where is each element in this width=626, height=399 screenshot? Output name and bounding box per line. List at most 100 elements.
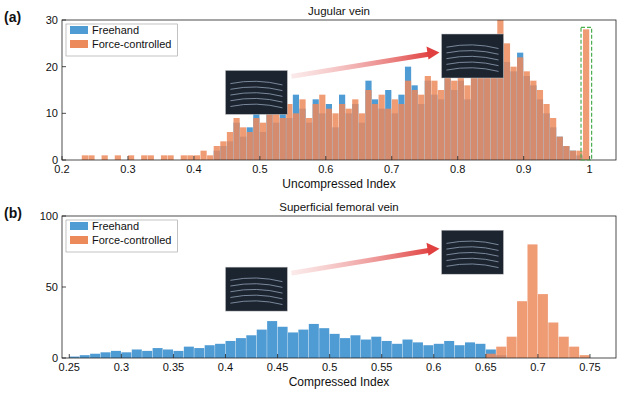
histogram-bar — [102, 155, 108, 160]
ultrasound-texture — [446, 68, 498, 72]
x-tick-label: 0.35 — [163, 361, 184, 373]
legend-swatch — [70, 236, 88, 244]
histogram-bar — [214, 146, 220, 160]
histogram-bar — [240, 127, 246, 160]
y-tick — [62, 66, 66, 67]
x-tick-label: 0.7 — [530, 361, 545, 373]
x-tick-label: 0.75 — [579, 361, 600, 373]
histogram-bar — [583, 29, 589, 160]
histogram-bar — [434, 344, 444, 358]
histogram-bar — [403, 340, 413, 358]
ultrasound-texture — [230, 98, 282, 102]
x-tick — [537, 354, 538, 358]
histogram-bar — [168, 155, 174, 160]
ultrasound-texture — [230, 93, 282, 97]
histogram-bar — [465, 342, 475, 358]
y-tick-label: 50 — [46, 281, 58, 293]
ultrasound-image — [225, 267, 287, 311]
histogram-bar — [253, 113, 259, 160]
histogram-bar — [288, 332, 298, 358]
arrow — [291, 54, 431, 77]
histogram-bar — [115, 155, 121, 160]
legend-label: Force-controlled — [92, 38, 171, 50]
histogram-bar — [423, 345, 433, 358]
x-axis-title: Compressed Index — [289, 375, 390, 389]
histogram-bar — [455, 345, 465, 358]
x-tick-label: 0.8 — [450, 163, 465, 175]
legend-label: Force-controlled — [92, 234, 171, 246]
x-tick-label: 0.5 — [252, 163, 267, 175]
x-tick — [433, 354, 434, 358]
x-tick — [69, 354, 70, 358]
histogram-bar — [543, 104, 549, 160]
x-axis-title: Uncompressed Index — [282, 177, 395, 191]
histogram-bar — [372, 104, 378, 160]
histogram-bar — [379, 95, 385, 160]
histogram-bar — [537, 90, 543, 160]
histogram-bar — [273, 109, 279, 160]
legend-swatch — [70, 40, 88, 48]
histogram-bar — [233, 118, 239, 160]
ultrasound-texture — [446, 56, 498, 60]
histogram-bar — [385, 109, 391, 160]
histogram-bar — [372, 99, 378, 160]
histogram-bar — [371, 337, 381, 358]
x-tick-label: 0.3 — [120, 163, 135, 175]
histogram-bar — [365, 81, 371, 160]
histogram-bar — [382, 341, 392, 358]
y-tick — [62, 287, 66, 288]
histogram-bar — [153, 348, 163, 358]
y-tick-label: 10 — [46, 107, 58, 119]
histogram-bar — [319, 95, 325, 160]
bars — [69, 244, 589, 358]
histogram-bar — [215, 344, 225, 358]
histogram-bar — [306, 118, 312, 160]
histogram-bar — [398, 95, 404, 160]
histogram-bar — [278, 327, 288, 358]
histogram-bar — [475, 344, 485, 358]
x-tick — [173, 354, 174, 358]
x-tick-label: 0.4 — [186, 163, 201, 175]
histogram-bar — [559, 337, 569, 358]
histogram-bar — [247, 127, 253, 160]
histogram-bar — [486, 354, 496, 358]
histogram-bar — [359, 113, 365, 160]
histogram-bar — [412, 90, 418, 160]
ultrasound-texture — [446, 247, 498, 251]
arrow-head — [426, 243, 439, 256]
ultrasound-texture — [446, 62, 498, 66]
histogram-bar — [181, 155, 187, 160]
decorations — [225, 230, 503, 311]
plot-background — [62, 216, 616, 358]
x-tick — [259, 156, 260, 160]
histogram-bar — [557, 137, 563, 160]
histogram-bar — [517, 53, 523, 160]
panel-title: Superficial femoral vein — [279, 201, 399, 213]
histogram-bar — [128, 155, 134, 160]
histogram-bar — [340, 338, 350, 358]
histogram-bar — [451, 81, 457, 160]
histogram-bar — [280, 118, 286, 160]
y-tick-label: 20 — [46, 61, 58, 73]
histogram-bar — [570, 151, 576, 160]
panel-letter: (a) — [4, 9, 21, 25]
y-tick-label: 100 — [40, 210, 58, 222]
panel: 0.250.30.350.40.450.50.550.60.650.70.750… — [4, 201, 616, 389]
histogram-bar — [507, 337, 517, 358]
histogram-bar — [527, 244, 537, 358]
histogram-bar — [504, 43, 510, 160]
histogram-bar — [339, 95, 345, 160]
legend: FreehandForce-controlled — [66, 24, 177, 56]
histogram-bar — [298, 330, 308, 358]
x-tick — [277, 354, 278, 358]
ultrasound-texture — [230, 284, 282, 288]
histogram-bar — [352, 99, 358, 160]
y-tick-label: 0 — [52, 352, 58, 364]
histogram-bar — [580, 355, 590, 358]
ultrasound-texture — [230, 295, 282, 299]
histogram-bar — [194, 348, 204, 358]
histogram-bar — [517, 57, 523, 160]
x-tick — [523, 156, 524, 160]
panel-title: Jugular vein — [308, 5, 370, 17]
histogram-bar — [141, 155, 147, 160]
